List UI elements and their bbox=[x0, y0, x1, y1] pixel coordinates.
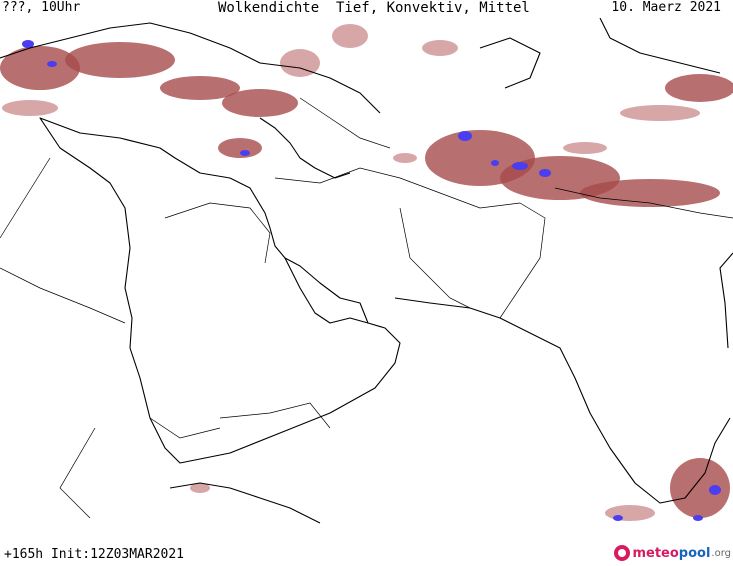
weather-map bbox=[0, 18, 733, 524]
map-valid-label: ???, 10Uhr bbox=[2, 0, 81, 15]
map-date: 10. Maerz 2021 bbox=[611, 0, 721, 15]
logo-text-part2: pool bbox=[678, 545, 711, 561]
meteopool-logo[interactable]: meteo pool .org bbox=[614, 542, 731, 564]
coastlines bbox=[0, 18, 733, 524]
model-run-info: +165h Init:12Z03MAR2021 bbox=[4, 547, 185, 562]
meteopool-logo-icon bbox=[614, 545, 631, 561]
country-borders bbox=[0, 97, 733, 519]
map-title: Wolkendichte Tief, Konvektiv, Mittel bbox=[218, 0, 530, 16]
cloud-layer bbox=[0, 24, 733, 521]
logo-text-part3: .org bbox=[711, 547, 731, 559]
convective-cells bbox=[22, 40, 721, 521]
logo-text-part1: meteo bbox=[632, 545, 679, 561]
